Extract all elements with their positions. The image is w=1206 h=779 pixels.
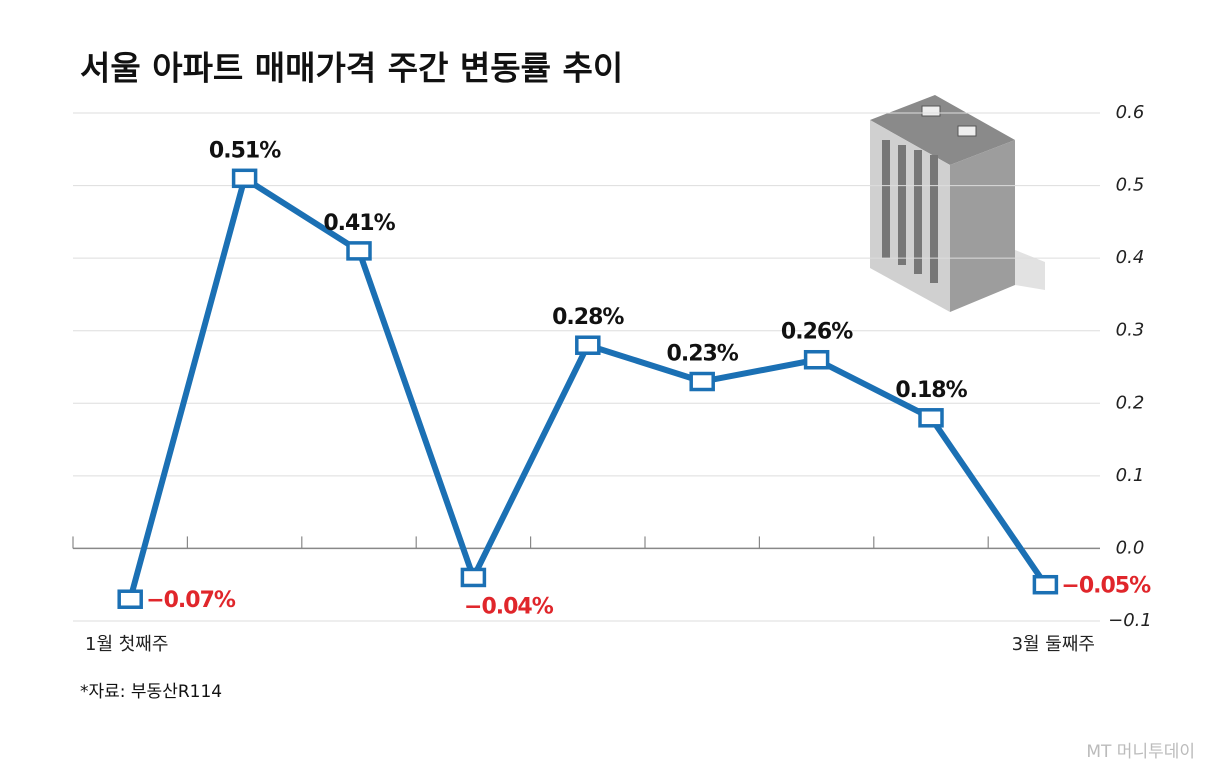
y-tick-label: 0.0 (1116, 537, 1145, 558)
point-marker (918, 408, 944, 428)
source-note: *자료: 부동산R114 (80, 682, 222, 702)
value-label: 0.28% (552, 305, 624, 330)
point-marker (460, 567, 487, 588)
watermark: MT 머니투데이 (1086, 742, 1195, 762)
value-label: 0.41% (323, 211, 395, 236)
point-marker (575, 335, 601, 355)
point-marker (1032, 574, 1059, 595)
value-label: 0.26% (781, 320, 853, 345)
y-tick-label: 0.2 (1116, 392, 1145, 413)
x-tick-label: 3월 둘째주 (1012, 634, 1095, 655)
point-marker (346, 241, 372, 261)
point-marker (689, 371, 715, 392)
y-tick-label: 0.5 (1116, 175, 1145, 196)
point-marker (117, 589, 143, 609)
value-label: −0.07% (146, 588, 236, 613)
y-tick-label: 0.4 (1116, 247, 1145, 268)
x-tick-label: 1월 첫째주 (85, 634, 168, 655)
building-illustration (870, 95, 1045, 312)
y-tick-label: 0.6 (1116, 102, 1145, 123)
value-label: −0.04% (464, 594, 554, 619)
value-label: 0.23% (667, 342, 739, 367)
y-tick-label: −0.1 (1108, 610, 1152, 631)
point-marker (231, 168, 258, 189)
y-tick-label: 0.1 (1116, 465, 1145, 486)
point-marker (803, 349, 830, 370)
y-tick-label: 0.3 (1116, 320, 1145, 341)
chart-title: 서울 아파트 매매가격 주간 변동률 추이 (80, 49, 623, 88)
value-label: 0.18% (895, 378, 967, 403)
value-label: 0.51% (209, 138, 281, 163)
value-label: −0.05% (1061, 574, 1151, 599)
